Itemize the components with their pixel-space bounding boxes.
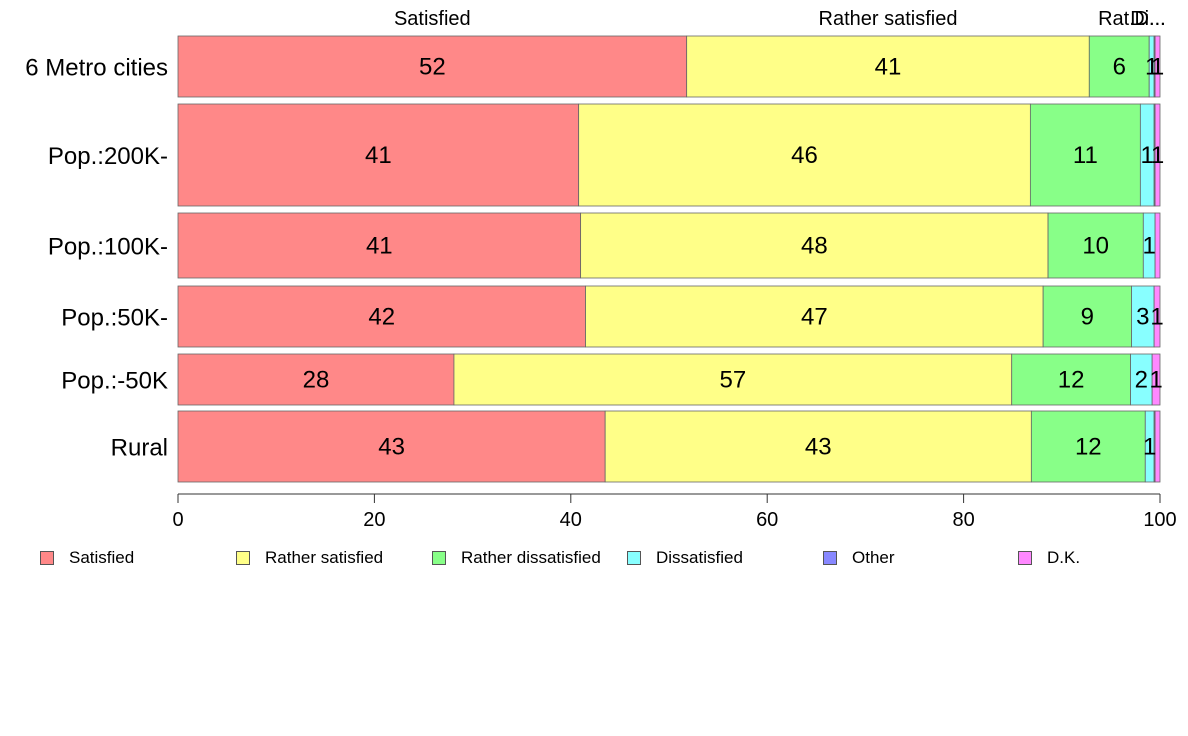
top-series-labels: Satisfied Rather satisfied Rat...Di...D... xyxy=(394,8,1166,30)
bar-value-label: 11 xyxy=(1073,142,1098,169)
legend-label: Other xyxy=(852,548,895,567)
category-labels: 6 Metro cities Pop.:200K- Pop.:100K- Pop.:5… xyxy=(25,55,168,462)
category-label: Pop.:-50K xyxy=(61,368,168,395)
bar-value-label: 10 xyxy=(1082,233,1109,260)
legend: Satisfied Rather satisfied Rather dissatis… xyxy=(0,546,1188,570)
x-tick-label: 40 xyxy=(560,509,582,531)
bar-value-label: 6 xyxy=(1113,54,1126,81)
bar-value-label: 41 xyxy=(875,54,902,81)
category-label: Pop.:100K- xyxy=(48,234,168,261)
bar-segment xyxy=(580,212,1049,279)
x-tick-label: 60 xyxy=(756,509,778,531)
bar-segment xyxy=(177,103,580,207)
x-tick-label: 80 xyxy=(952,509,974,531)
top-series-label: Satisfied xyxy=(394,8,471,30)
bar-segment xyxy=(1088,35,1150,98)
legend-item: D.K. xyxy=(1018,546,1080,570)
bar-segment xyxy=(177,285,586,348)
category-label: Pop.:200K- xyxy=(48,143,168,170)
legend-item: Rather satisfied xyxy=(236,546,383,570)
legend-swatch xyxy=(40,551,54,565)
bar-segment xyxy=(177,35,688,98)
legend-swatch xyxy=(432,551,446,565)
bar-segment xyxy=(177,353,455,406)
top-series-label: Rather satisfied xyxy=(819,8,958,30)
bar-segment xyxy=(1154,103,1161,207)
bar-value-label: 1 xyxy=(1143,233,1156,260)
bar-value-label: 46 xyxy=(791,142,818,169)
x-tick-label: 0 xyxy=(172,509,183,531)
x-tick-label: 20 xyxy=(363,509,385,531)
bar-value-label: 57 xyxy=(719,367,746,394)
bar-segment xyxy=(1153,285,1161,348)
x-axis: 0 20 40 60 80 100 xyxy=(172,493,1177,531)
legend-item: Other xyxy=(823,546,895,570)
legend-label: Dissatisfied xyxy=(656,548,743,567)
bar-value-label: 1 xyxy=(1151,142,1164,169)
top-series-label: D... xyxy=(1134,8,1165,30)
bar-segment xyxy=(1151,353,1161,406)
stacked-bar-chart: Satisfied Rather satisfied Rat...Di...D...… xyxy=(25,8,1177,531)
bar-segment xyxy=(1042,285,1132,348)
legend-item: Rather dissatisfied xyxy=(432,546,601,570)
bar-segment xyxy=(1154,410,1161,483)
bar-value-label: 1 xyxy=(1145,54,1158,81)
bar-segment xyxy=(1029,103,1141,207)
top-series-label: Rat... xyxy=(1098,8,1146,30)
category-label: 6 Metro cities xyxy=(25,55,168,82)
bar-value-label: 12 xyxy=(1058,367,1085,394)
bar-value-label: 41 xyxy=(365,142,392,169)
bar-value-label: 1 xyxy=(1141,142,1154,169)
bar-value-label: 48 xyxy=(801,233,828,260)
bar-value-label: 43 xyxy=(378,434,405,461)
bar-value-label: 52 xyxy=(419,54,446,81)
bar-segment xyxy=(1154,35,1161,98)
bar-segment xyxy=(1154,212,1161,279)
legend-swatch xyxy=(823,551,837,565)
legend-swatch xyxy=(1018,551,1032,565)
legend-swatch xyxy=(627,551,641,565)
bar-value-label: 1 xyxy=(1149,367,1162,394)
legend-label: Satisfied xyxy=(69,548,135,567)
bar-value-label: 47 xyxy=(801,304,828,331)
legend-label: D.K. xyxy=(1047,548,1081,567)
bar-value-label: 1 xyxy=(1151,54,1164,81)
bar-value-label: 1 xyxy=(1143,434,1156,461)
bar-segment xyxy=(578,103,1031,207)
bar-value-label: 3 xyxy=(1136,304,1149,331)
legend-swatch xyxy=(236,551,250,565)
legend-label: Rather dissatisfied xyxy=(461,548,601,567)
bar-value-label: 42 xyxy=(368,304,395,331)
bar-value-label: 28 xyxy=(303,367,330,394)
bar-segment xyxy=(604,410,1032,483)
category-label: Rural xyxy=(111,435,168,462)
bar-segment xyxy=(177,410,606,483)
bar-value-label: 9 xyxy=(1081,304,1094,331)
bar-value-label: 41 xyxy=(366,233,393,260)
top-series-label: Di... xyxy=(1130,8,1166,30)
bar-value-label: 12 xyxy=(1075,434,1102,461)
bar-segment xyxy=(585,285,1044,348)
bar-value-label: 43 xyxy=(805,434,832,461)
bar-segment xyxy=(177,212,582,279)
x-tick-label: 100 xyxy=(1143,509,1176,531)
legend-item: Dissatisfied xyxy=(627,546,743,570)
bar-segment xyxy=(1047,212,1144,279)
category-label: Pop.:50K- xyxy=(61,305,168,332)
bar-value-label: 2 xyxy=(1135,367,1148,394)
legend-item: Satisfied xyxy=(40,546,134,570)
bar-segment xyxy=(1030,410,1146,483)
legend-label: Rather satisfied xyxy=(265,548,384,567)
bars xyxy=(177,35,1161,483)
bar-segment xyxy=(1011,353,1131,406)
bar-value-label: 1 xyxy=(1150,304,1163,331)
bar-segment xyxy=(453,353,1013,406)
